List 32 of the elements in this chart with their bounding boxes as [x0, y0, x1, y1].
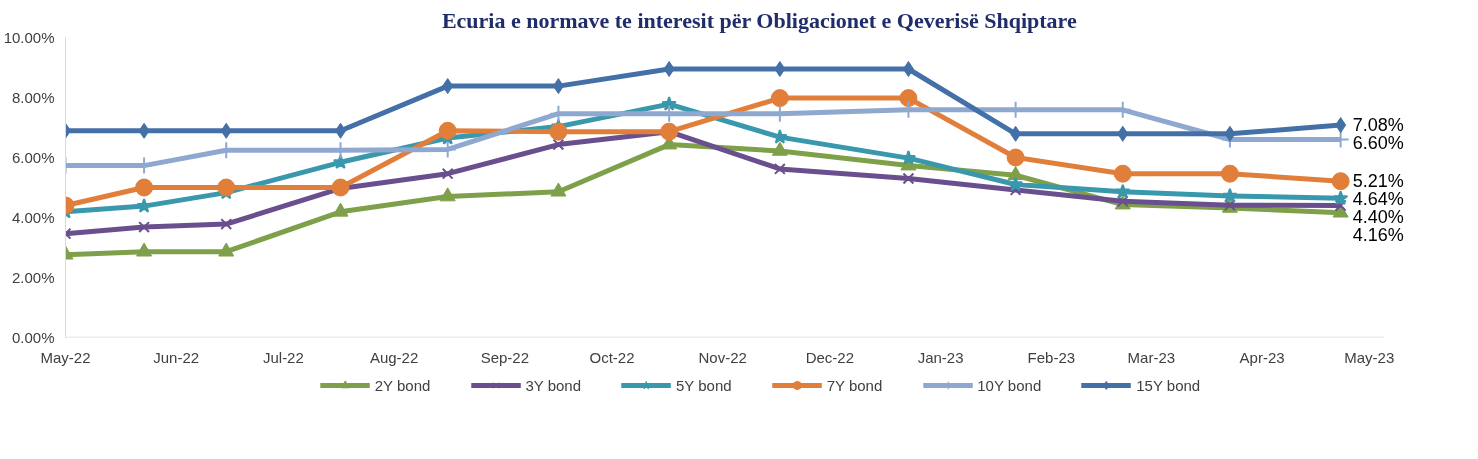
legend-label: 2Y bond	[374, 376, 431, 394]
x-tick-label: Jul-22	[262, 348, 304, 366]
x-tick-label: Mar-23	[1127, 348, 1176, 366]
x-tick-label: Jan-23	[917, 348, 964, 366]
chart-title: Ecuria e normave te interesit për Obligacionet e Qeverisë Shqiptare	[441, 7, 1077, 33]
y-tick-label: 4.00%	[11, 209, 55, 226]
legend-label: 7Y bond	[826, 376, 883, 394]
data-label: 4.64%	[1352, 189, 1404, 210]
x-tick-label: Apr-23	[1239, 348, 1285, 366]
x-tick-label: May-23	[1344, 348, 1395, 366]
y-tick-label: 0.00%	[11, 329, 55, 346]
legend-label: 10Y bond	[977, 376, 1042, 394]
y-tick-label: 2.00%	[11, 269, 55, 286]
data-label: 4.40%	[1352, 207, 1404, 228]
y-tick-label: 10.00%	[3, 29, 55, 46]
x-tick-label: Oct-22	[589, 348, 635, 366]
data-label: 5.21%	[1352, 171, 1404, 192]
x-tick-label: Dec-22	[805, 348, 855, 366]
x-tick-label: Nov-22	[698, 348, 747, 366]
x-tick-label: Aug-22	[369, 348, 419, 366]
data-label: 6.60%	[1352, 133, 1404, 154]
data-label: 7.08%	[1352, 115, 1404, 136]
x-tick-label: Sep-22	[480, 348, 530, 366]
data-label: 4.16%	[1352, 225, 1404, 246]
legend-label: 15Y bond	[1136, 376, 1201, 394]
legend-label: 3Y bond	[525, 376, 582, 394]
x-tick-label: May-22	[40, 348, 91, 366]
x-tick-label: Feb-23	[1027, 348, 1076, 366]
legend-label: 5Y bond	[676, 376, 732, 394]
y-tick-label: 6.00%	[11, 149, 55, 166]
x-tick-label: Jun-22	[153, 348, 200, 366]
y-tick-label: 8.00%	[11, 89, 55, 106]
